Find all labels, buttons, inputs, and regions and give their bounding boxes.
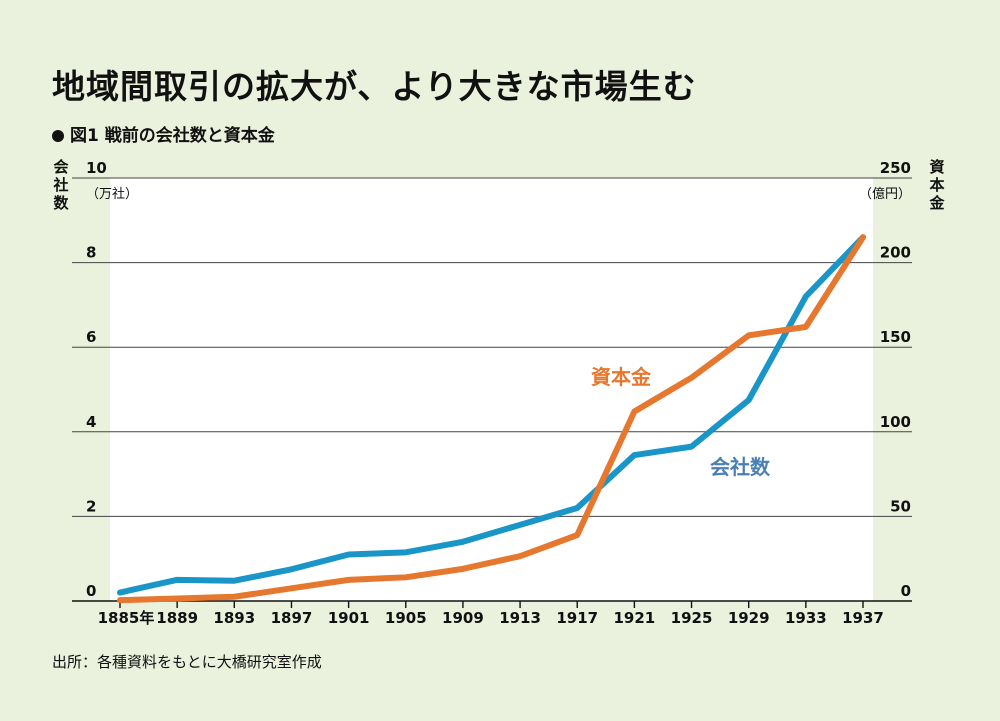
y-right-tick-label: 50 [890,497,911,515]
source-note: 出所：各種資料をもとに大橋研究室作成 [52,653,322,671]
y-left-tick-label: 6 [86,328,96,346]
figure-caption: 図1 戦前の会社数と資本金 [52,121,275,146]
x-tick-label: 1893 [213,609,255,627]
y-right-axis-title: 金 [928,194,945,212]
y-right-tick-label: 250 [880,159,911,177]
y-left-axis-title: 数 [53,194,69,212]
plot-area [110,178,873,601]
x-tick-label: 1913 [499,609,541,627]
y-left-tick-label: 4 [86,413,96,431]
x-tick-label: 1917 [556,609,598,627]
y-right-axis-title: 本 [929,176,944,194]
series-label: 資本金 [591,365,652,389]
y-left-tick-label: 0 [86,582,96,600]
page-title: 地域間取引の拡大が、より大きな市場生む [52,67,697,106]
x-tick-label: 1929 [728,609,770,627]
x-tick-label: 1901 [328,609,370,627]
y-right-tick-label: 0 [901,582,911,600]
y-right-unit: （億円） [859,186,911,202]
y-right-tick-label: 100 [880,413,911,431]
x-tick-label: 1921 [614,609,656,627]
y-left-axis-title: 会 [53,158,68,176]
x-tick-label: 1885年 [98,609,155,627]
y-right-tick-label: 150 [880,328,911,346]
y-right-axis-title: 資 [929,158,944,176]
x-tick-label: 1925 [671,609,713,627]
series-line [117,234,866,596]
x-tick-label: 1897 [271,609,313,627]
x-tick-label: 1937 [842,609,884,627]
y-left-tick-label: 8 [86,244,96,262]
x-tick-label: 1889 [156,609,198,627]
y-left-axis-title: 社 [52,176,68,194]
series-label: 会社数 [710,455,771,479]
x-tick-label: 1905 [385,609,427,627]
x-tick-label: 1909 [442,609,484,627]
series-line [117,234,866,604]
x-tick-label: 1933 [785,609,827,627]
bullet-icon [52,130,64,142]
y-left-unit: （万社） [86,186,138,202]
y-left-tick-label: 10 [86,159,107,177]
y-left-tick-label: 2 [86,497,96,515]
figure-caption-text: 図1 戦前の会社数と資本金 [70,126,275,146]
y-right-tick-label: 200 [880,244,911,262]
